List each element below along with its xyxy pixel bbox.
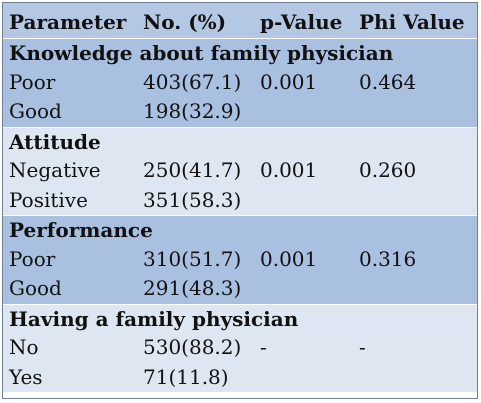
section-title: Performance [9, 218, 153, 242]
row-count-percent: 310(51.7) [143, 246, 242, 271]
row-phi-value: 0.260 [359, 158, 417, 182]
row-phi-value: 0.464 [359, 69, 417, 94]
row-label: Poor [9, 246, 56, 271]
row-p-value: 0.001 [260, 69, 318, 94]
row-count-percent: 351(58.3) [143, 187, 242, 212]
table-row: Poor 310(51.7) 0.001 0.316 [3, 244, 477, 274]
row-label: Good [9, 276, 62, 300]
row-count-percent: 198(32.9) [143, 99, 242, 123]
section-title: Attitude [9, 129, 101, 154]
row-count-percent: 530(88.2) [143, 335, 242, 359]
row-count-percent: 291(48.3) [143, 276, 242, 300]
row-phi-value: - [359, 335, 366, 359]
section-title: Knowledge about family physician [9, 41, 394, 65]
section-title-row-performance: Performance [3, 215, 477, 245]
row-p-value: - [260, 335, 267, 359]
row-count-percent: 71(11.8) [143, 364, 229, 389]
section-title-row-knowledge: Knowledge about family physician [3, 38, 477, 68]
section-title: Having a family physician [9, 306, 299, 331]
row-label: Yes [9, 364, 43, 389]
table-row: No 530(88.2) - - [3, 333, 477, 363]
row-p-value: 0.001 [260, 246, 318, 271]
row-label: Negative [9, 158, 101, 182]
header-phi-value: Phi Value [359, 10, 465, 34]
row-label: Good [9, 99, 62, 123]
row-phi-value: 0.316 [359, 246, 417, 271]
header-parameter: Parameter [9, 10, 127, 34]
section-title-row-attitude: Attitude [3, 126, 477, 156]
row-label: No [9, 335, 39, 359]
row-count-percent: 250(41.7) [143, 158, 242, 182]
table-row: Good 198(32.9) [3, 97, 477, 127]
row-p-value: 0.001 [260, 158, 318, 182]
header-p-value: p-Value [260, 10, 343, 34]
table-row: Negative 250(41.7) 0.001 0.260 [3, 156, 477, 186]
table-row: Yes 71(11.8) [3, 362, 477, 392]
table-header-row: Parameter No. (%) p-Value Phi Value [3, 3, 477, 38]
header-number-percent: No. (%) [143, 10, 227, 34]
results-table: Parameter No. (%) p-Value Phi Value Know… [2, 2, 478, 399]
table-row: Poor 403(67.1) 0.001 0.464 [3, 67, 477, 97]
row-label: Poor [9, 69, 56, 94]
table-row: Positive 351(58.3) [3, 185, 477, 215]
row-label: Positive [9, 187, 88, 212]
section-title-row-having-physician: Having a family physician [3, 303, 477, 333]
table-row: Good 291(48.3) [3, 274, 477, 304]
row-count-percent: 403(67.1) [143, 69, 242, 94]
